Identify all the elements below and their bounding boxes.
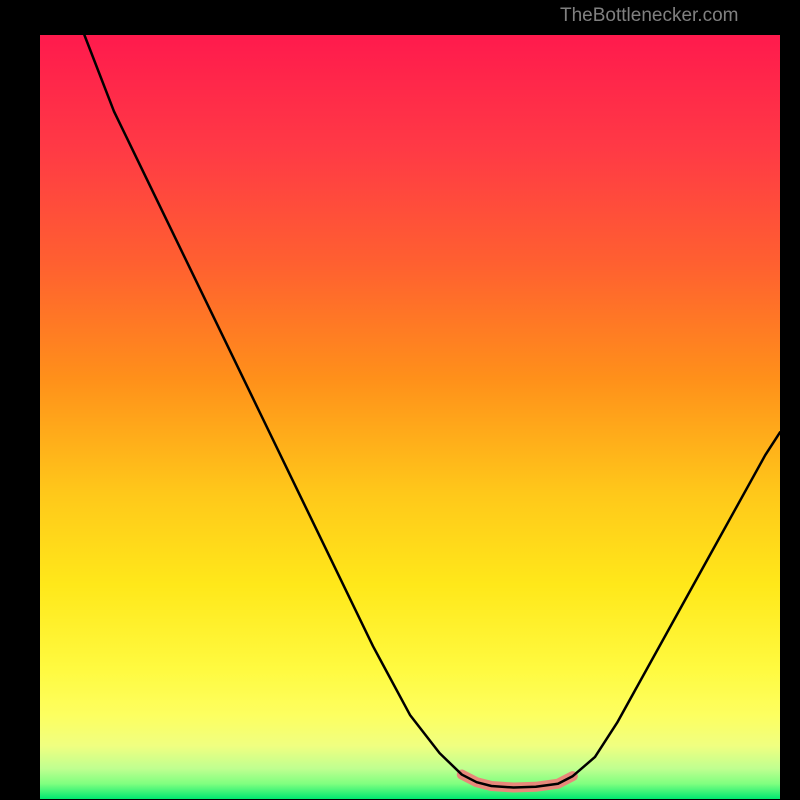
plot-background <box>40 35 780 799</box>
watermark-text: TheBottlenecker.com <box>560 5 738 27</box>
chart-svg <box>0 0 800 800</box>
